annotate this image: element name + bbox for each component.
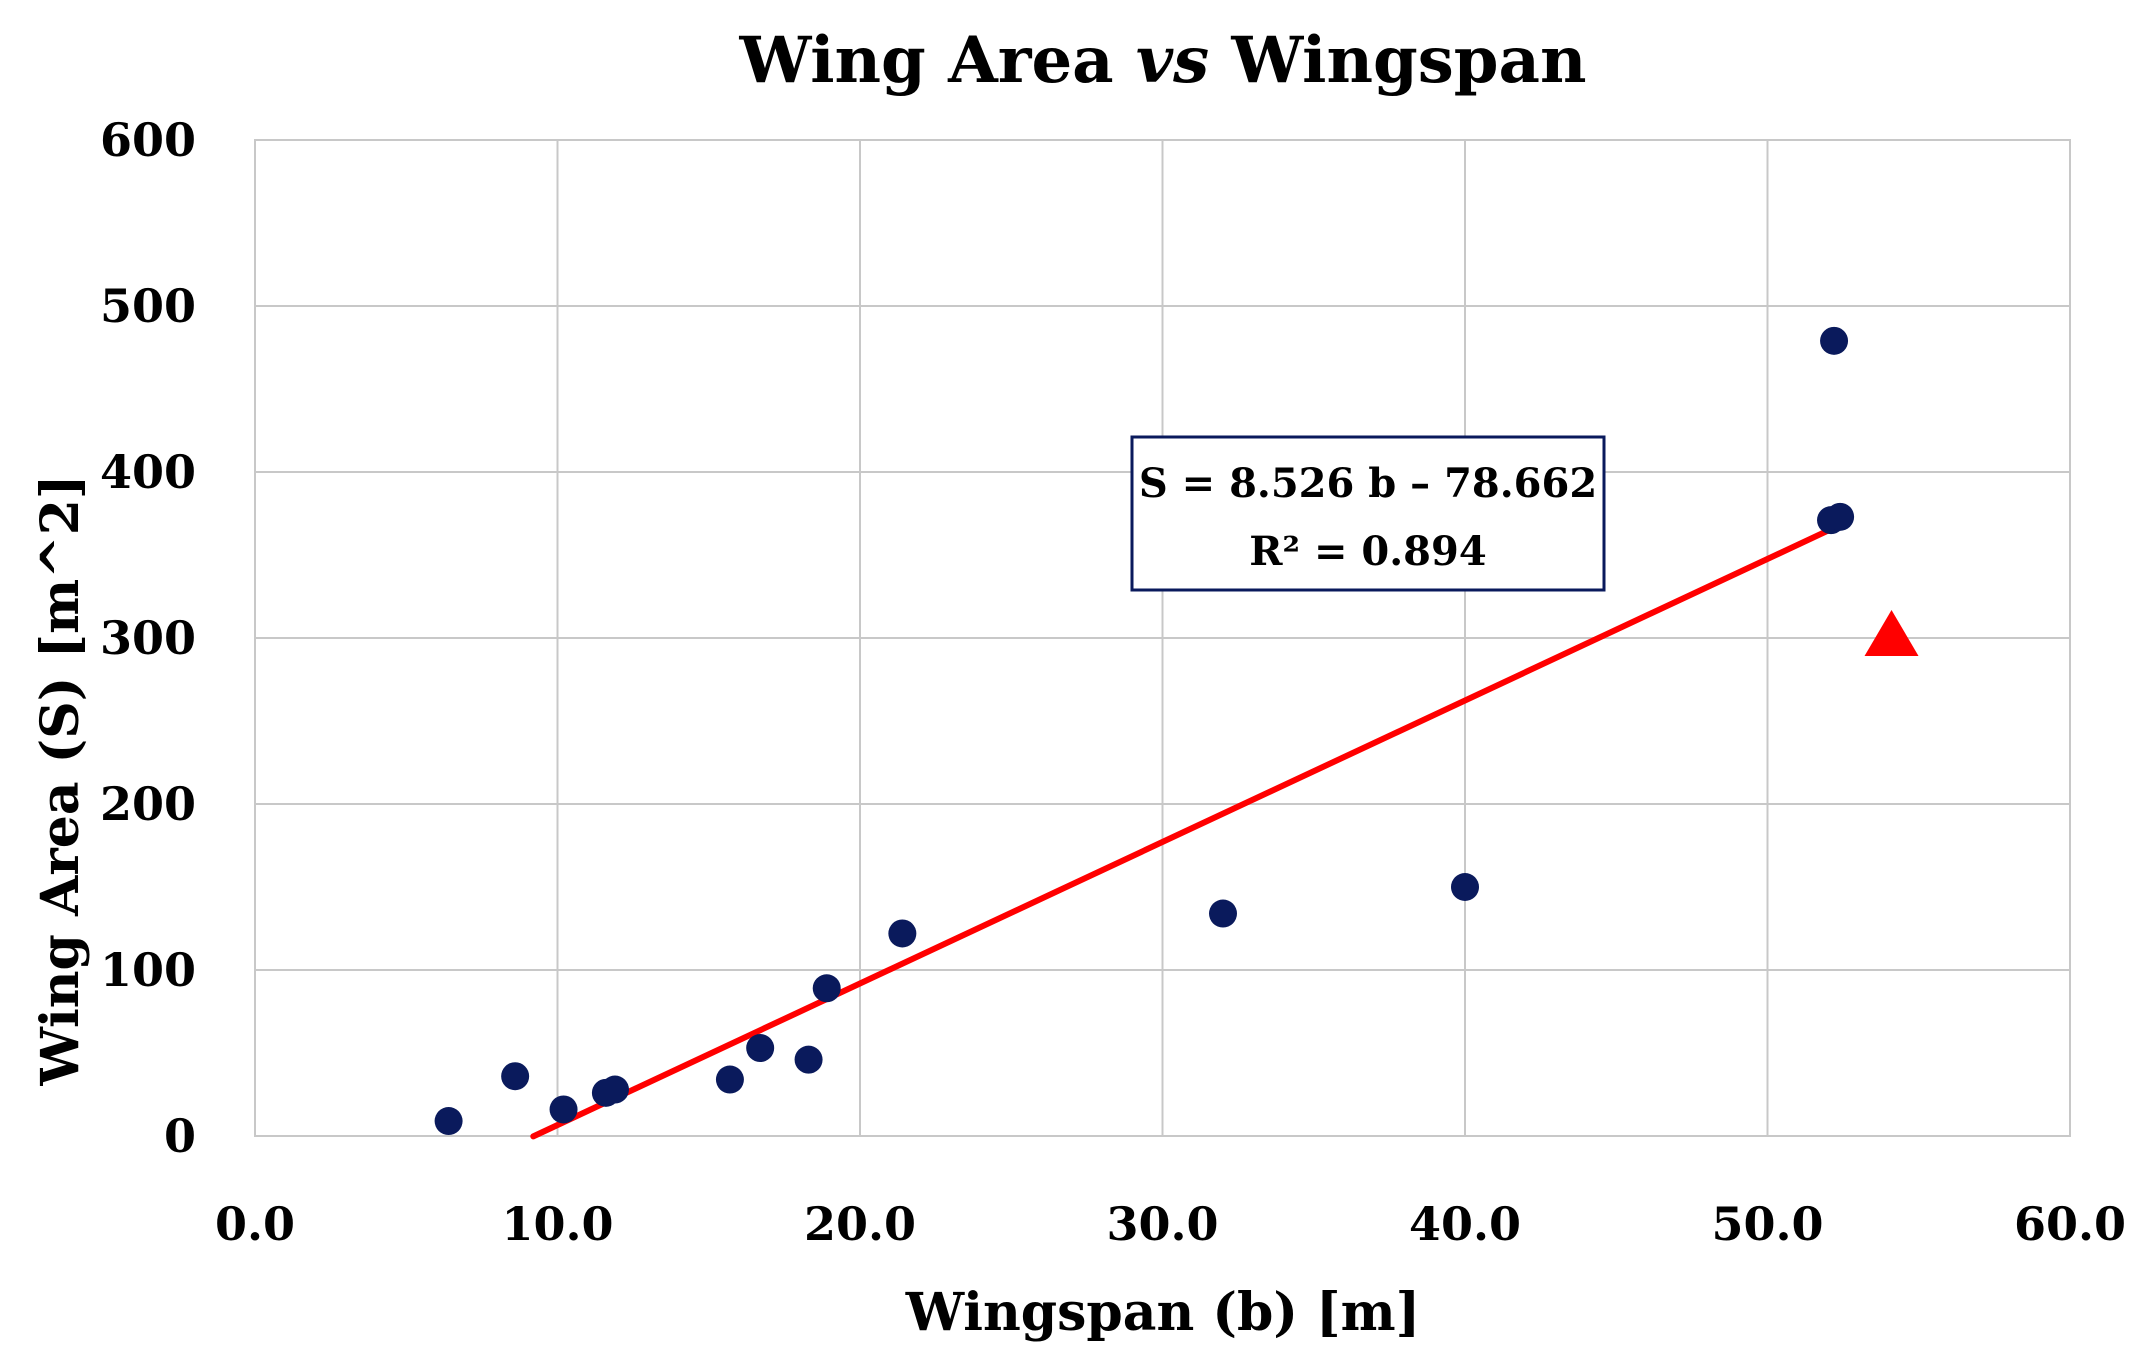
x-tick-label: 50.0 bbox=[1711, 1197, 1823, 1251]
x-tick-label: 60.0 bbox=[2014, 1197, 2126, 1251]
data-points bbox=[434, 326, 1919, 1136]
data-point bbox=[549, 1095, 578, 1124]
y-axis-label: Wing Area (S) [m^2] bbox=[30, 475, 91, 1087]
data-point bbox=[746, 1034, 775, 1063]
data-point bbox=[434, 1107, 463, 1136]
data-point bbox=[794, 1045, 823, 1074]
data-point bbox=[501, 1062, 530, 1091]
y-axis-ticks: 0 100 200 300 400 500 600 bbox=[100, 113, 196, 1163]
x-axis-label: Wingspan (b) [m] bbox=[905, 1282, 1421, 1343]
x-tick-label: 40.0 bbox=[1409, 1197, 1521, 1251]
highlight-triangle-point bbox=[1864, 610, 1919, 657]
trendline-equation-box: S = 8.526 b – 78.662 R² = 0.894 bbox=[1130, 435, 1606, 592]
data-point bbox=[888, 919, 917, 948]
data-point bbox=[1209, 899, 1237, 928]
x-tick-label: 0.0 bbox=[215, 1197, 295, 1251]
y-tick-label: 300 bbox=[100, 611, 196, 665]
y-tick-label: 200 bbox=[100, 777, 196, 831]
data-point bbox=[600, 1075, 629, 1104]
trendline-equation: S = 8.526 b – 78.662 bbox=[1139, 460, 1597, 507]
data-point bbox=[812, 974, 841, 1003]
data-point bbox=[1826, 502, 1855, 531]
equation-box-border bbox=[1130, 435, 1606, 592]
x-tick-label: 10.0 bbox=[501, 1197, 613, 1251]
x-tick-label: 20.0 bbox=[804, 1197, 916, 1251]
trendline bbox=[530, 521, 1844, 1140]
data-point bbox=[715, 1065, 744, 1094]
data-point bbox=[1451, 873, 1479, 901]
x-tick-label: 30.0 bbox=[1106, 1197, 1218, 1251]
gridlines bbox=[254, 139, 2071, 1137]
plot-area bbox=[254, 139, 2071, 1137]
x-axis-ticks: 0.0 10.0 20.0 30.0 40.0 50.0 60.0 bbox=[215, 1197, 2126, 1251]
y-tick-label: 500 bbox=[100, 279, 196, 333]
y-tick-label: 0 bbox=[164, 1109, 196, 1163]
chart-title: Wing Area vs Wingspan bbox=[738, 23, 1586, 98]
y-tick-label: 400 bbox=[100, 445, 196, 499]
trendline-r-squared: R² = 0.894 bbox=[1249, 528, 1486, 575]
y-tick-label: 600 bbox=[100, 113, 196, 167]
data-point bbox=[1820, 326, 1849, 355]
y-tick-label: 100 bbox=[100, 943, 196, 997]
